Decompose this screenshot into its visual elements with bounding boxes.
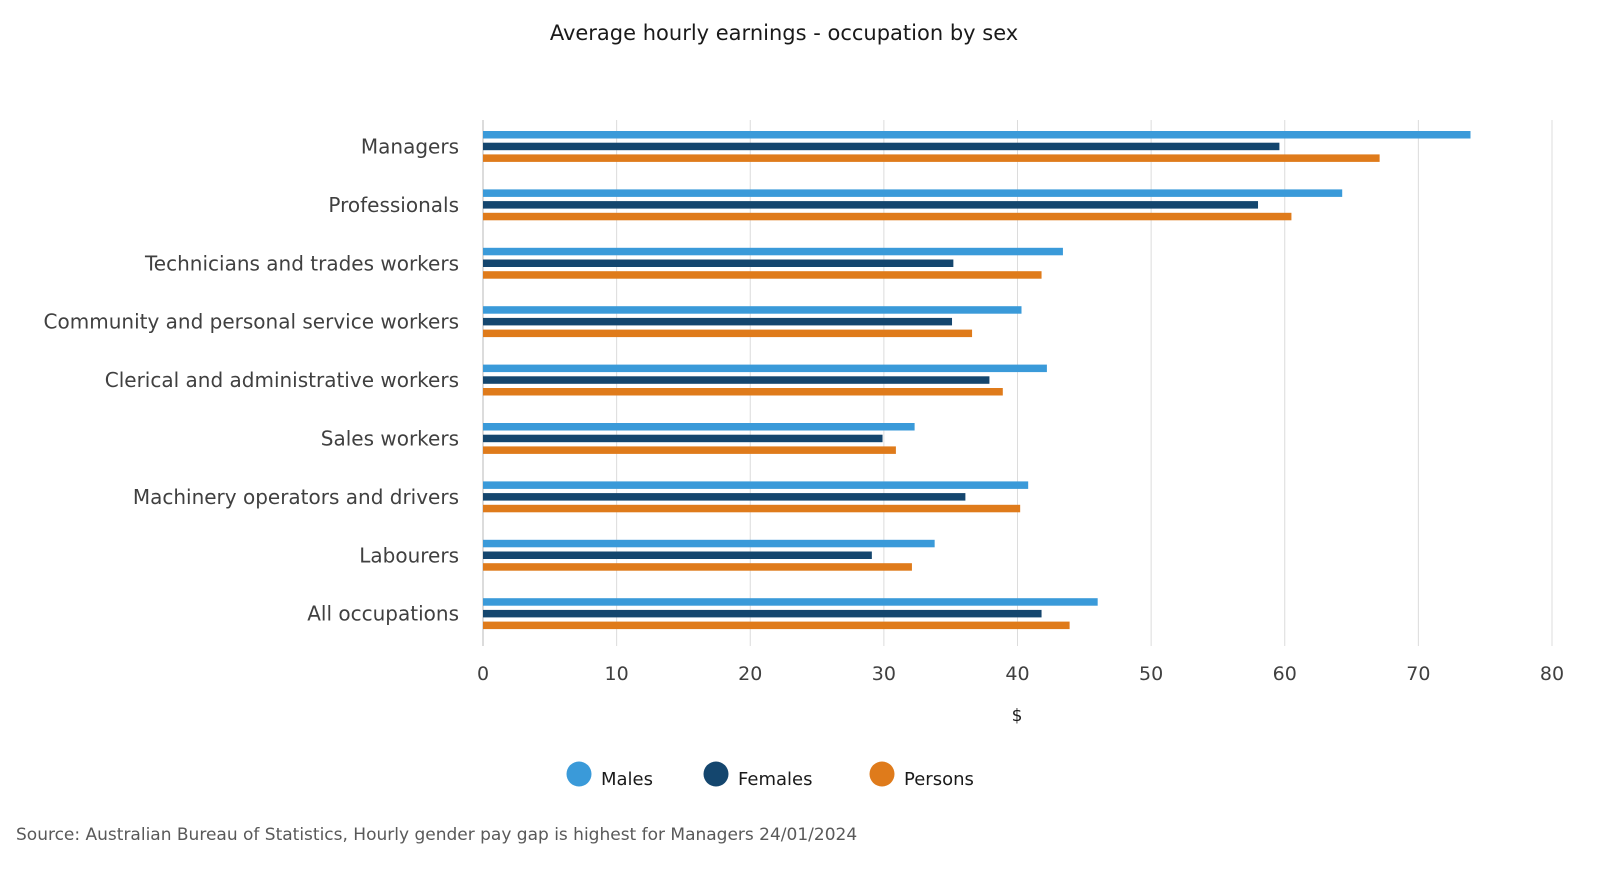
legend-swatch bbox=[703, 761, 729, 787]
x-axis-ticks: 0 10 20 30 40 50 60 70 80 bbox=[477, 663, 1564, 685]
legend: Males Females Persons bbox=[566, 761, 974, 791]
bar-persons[interactable]: Labourers — Persons: 32.1 bbox=[483, 563, 912, 571]
bar-males[interactable]: Machinery operators and drivers — Males:… bbox=[483, 481, 1029, 489]
bar-females[interactable]: Clerical and administrative workers — Fe… bbox=[483, 376, 990, 384]
bar-females[interactable]: Sales workers — Females: 29.9 bbox=[483, 434, 883, 443]
legend-swatch bbox=[566, 761, 592, 787]
bar-females[interactable]: Machinery operators and drivers — Female… bbox=[483, 493, 966, 501]
bar-females[interactable]: Labourers — Females: 29.1 bbox=[483, 551, 872, 560]
category-label: Professionals bbox=[328, 193, 459, 217]
category-label: Managers bbox=[361, 134, 459, 158]
legend-swatch bbox=[869, 761, 895, 787]
source-note: Source: Australian Bureau of Statistics,… bbox=[16, 825, 857, 845]
bar-males[interactable]: Technicians and trades workers — Males: … bbox=[483, 247, 1063, 256]
bar-females[interactable]: Professionals — Females: 58 bbox=[483, 201, 1259, 209]
bar-males[interactable]: Labourers — Males: 33.8 bbox=[483, 539, 935, 548]
x-tick-label: 50 bbox=[1139, 663, 1163, 685]
bar-females[interactable]: Technicians and trades workers — Females… bbox=[483, 259, 954, 268]
legend-item-males[interactable]: Males bbox=[566, 761, 654, 791]
x-tick-label: 60 bbox=[1273, 663, 1297, 685]
bar-persons[interactable]: Machinery operators and drivers — Person… bbox=[483, 504, 1021, 513]
bar-males[interactable]: Sales workers — Males: 32.3 bbox=[483, 423, 915, 431]
bar-males[interactable]: Managers — Males: 73.9 bbox=[483, 131, 1471, 139]
bar-persons[interactable]: Professionals — Persons: 60.5 bbox=[483, 212, 1292, 221]
legend-label: Males bbox=[601, 769, 653, 790]
bars: Managers — Males: 73.9 Managers — Females… bbox=[483, 131, 1471, 630]
x-tick-label: 40 bbox=[1005, 663, 1029, 685]
legend-item-persons[interactable]: Persons bbox=[869, 761, 974, 791]
x-tick-label: 80 bbox=[1540, 663, 1564, 685]
bar-persons[interactable]: Sales workers — Persons: 30.9 bbox=[483, 446, 896, 454]
legend-label: Females bbox=[738, 769, 812, 790]
category-label: Technicians and trades workers bbox=[144, 251, 459, 275]
chart-title: Average hourly earnings - occupation by … bbox=[550, 21, 1018, 45]
legend-label: Persons bbox=[904, 769, 974, 790]
bar-females[interactable]: Community and personal service workers —… bbox=[483, 317, 953, 326]
bar-persons[interactable]: Community and personal service workers —… bbox=[483, 329, 973, 338]
bar-persons[interactable]: All occupations — Persons: 43.9 bbox=[483, 621, 1070, 630]
bar-females[interactable]: All occupations — Females: 41.8 bbox=[483, 609, 1042, 618]
category-label: Labourers bbox=[359, 543, 459, 567]
bar-persons[interactable]: Technicians and trades workers — Persons… bbox=[483, 271, 1042, 279]
x-tick-label: 30 bbox=[872, 663, 896, 685]
legend-item-females[interactable]: Females bbox=[703, 761, 813, 791]
category-label: All occupations bbox=[307, 602, 459, 626]
category-label: Clerical and administrative workers bbox=[105, 368, 459, 392]
bar-males[interactable]: Professionals — Males: 64.3 bbox=[483, 189, 1343, 197]
x-axis-title: $ bbox=[1012, 706, 1023, 726]
category-label: Machinery operators and drivers bbox=[133, 485, 459, 509]
category-labels: Managers Professionals Technicians and tra… bbox=[44, 134, 459, 625]
bar-males[interactable]: Community and personal service workers —… bbox=[483, 306, 1022, 314]
bar-females[interactable]: Managers — Females: 59.6 bbox=[483, 142, 1280, 151]
x-tick-label: 20 bbox=[738, 663, 762, 685]
bar-persons[interactable]: Clerical and administrative workers — Pe… bbox=[483, 388, 1003, 396]
x-tick-label: 10 bbox=[605, 663, 629, 685]
bar-males[interactable]: All occupations — Males: 46 bbox=[483, 598, 1098, 606]
category-label: Sales workers bbox=[321, 426, 459, 450]
bar-males[interactable]: Clerical and administrative workers — Ma… bbox=[483, 364, 1047, 373]
x-tick-label: 0 bbox=[477, 663, 489, 685]
x-tick-label: 70 bbox=[1406, 663, 1430, 685]
bar-persons[interactable]: Managers — Persons: 67.1 bbox=[483, 154, 1380, 162]
category-label: Community and personal service workers bbox=[44, 310, 459, 334]
